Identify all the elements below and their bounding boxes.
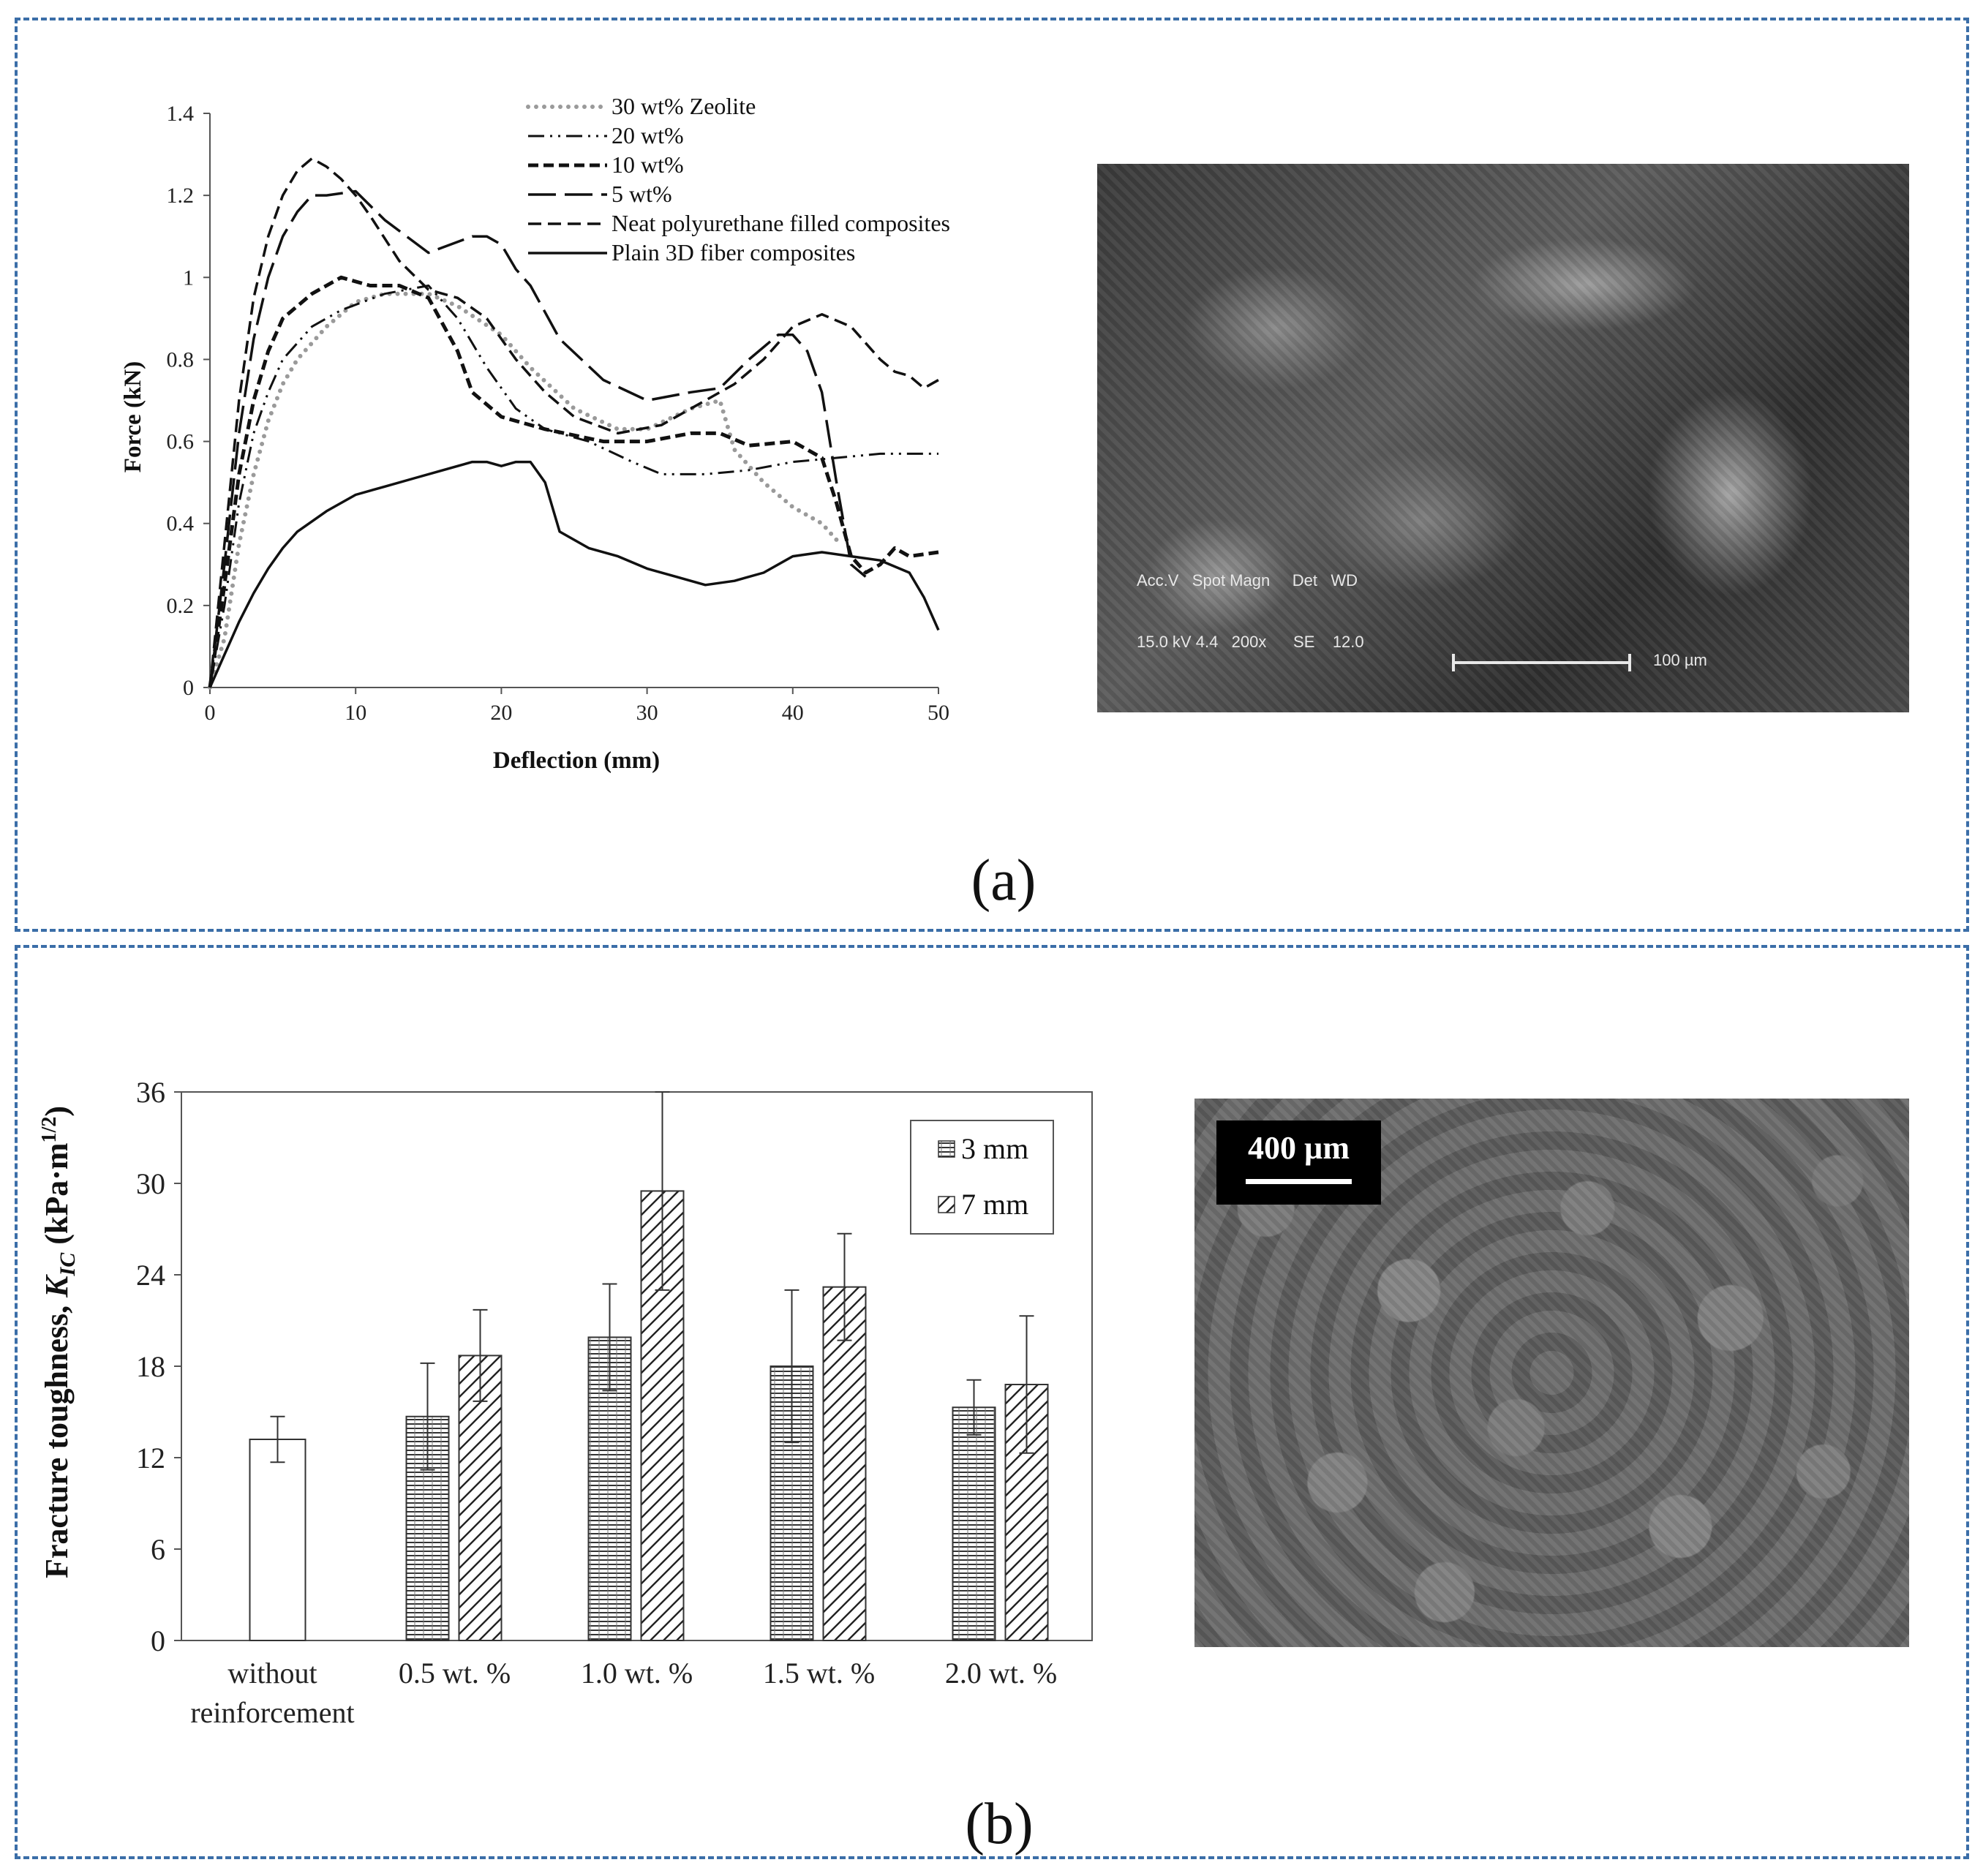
x-tick-line: reinforcement	[190, 1696, 354, 1729]
y-axis-label-b: Fracture toughness, KIC (kPa·m1/2)	[38, 1106, 80, 1578]
panel-b	[15, 945, 1969, 1859]
y-tick-label: 1.2	[167, 184, 195, 208]
legend-label: 10 wt%	[612, 151, 684, 178]
legend-label: Plain 3D fiber composites	[612, 239, 855, 265]
panel-label-b: (b)	[965, 1792, 1033, 1856]
x-tick-label: 0	[205, 701, 216, 725]
x-tick-label: 10	[345, 701, 366, 725]
x-tick-label: without reinforcement	[190, 1657, 354, 1729]
chart-b-legend: 3 mm 7 mm	[910, 1120, 1054, 1235]
legend-swatch	[938, 1196, 955, 1213]
x-tick-label: 50	[927, 701, 949, 725]
y-label-main: Fracture toughness,	[39, 1297, 75, 1578]
scale-label-b: 400 µm	[1247, 1130, 1350, 1166]
panel-a	[15, 18, 1969, 932]
y-label-symbol: K	[39, 1274, 75, 1298]
y-label-close: )	[39, 1106, 75, 1117]
series-line	[208, 460, 940, 688]
series-line	[208, 285, 938, 688]
x-tick-label: 30	[636, 701, 658, 725]
y-tick-label: 30	[136, 1167, 165, 1200]
y-tick-label: 0.2	[167, 594, 195, 618]
x-tick-line: 1.5 wt. %	[763, 1657, 875, 1689]
sem-image-a: Acc.V Spot Magn Det WD 15.0 kV 4.4 200x …	[1097, 164, 1909, 712]
y-tick-label: 0.8	[167, 347, 195, 372]
sem-info-line: Acc.V Spot Magn Det WD	[1137, 571, 1358, 589]
y-tick-label: 18	[136, 1350, 165, 1383]
bar	[822, 1286, 867, 1641]
legend-label: 3 mm	[961, 1132, 1028, 1165]
series-line	[208, 291, 839, 690]
bar	[952, 1406, 996, 1641]
legend-label: Neat polyurethane filled composites	[612, 210, 950, 236]
sem-info-line: 15.0 kV 4.4 200x SE 12.0	[1137, 633, 1364, 651]
y-tick-label: 0.6	[167, 430, 195, 454]
legend-label: 30 wt% Zeolite	[612, 93, 756, 119]
legend-swatch	[938, 1140, 955, 1158]
sem-image-b: 400 µm	[1194, 1099, 1909, 1647]
y-tick-label: 6	[151, 1533, 165, 1566]
y-tick-label: 36	[136, 1076, 165, 1109]
legend-box	[910, 1120, 1054, 1235]
force-deflection-chart: 0 10 20 30 40 50 0 0.2 0.4 0.6 0.8 1 1.2 1.4 30 wt% Z…	[120, 93, 1036, 913]
legend-label: 5 wt%	[612, 181, 672, 207]
x-tick-label: 1.5 wt. %	[763, 1657, 875, 1689]
y-tick-label: 0.4	[167, 512, 195, 536]
chart-a-series	[208, 157, 940, 690]
series-line	[208, 275, 939, 688]
x-tick-line: without	[227, 1657, 317, 1689]
x-tick-label: 2.0 wt. %	[945, 1657, 1057, 1689]
y-tick-label: 12	[136, 1442, 165, 1474]
chart-a-legend: 30 wt% Zeolite 20 wt% 10 wt% 5 wt% Neat poly…	[526, 93, 950, 265]
sem-info-a: Acc.V Spot Magn Det WD 15.0 kV 4.4 200x …	[1137, 530, 1364, 693]
bar-baseline	[249, 1439, 306, 1641]
chart-b-bars	[249, 1091, 1049, 1641]
sem-texture-a	[1097, 164, 1909, 712]
y-label-subscript: IC	[56, 1252, 80, 1277]
scale-bar-a	[1452, 654, 1631, 671]
y-label-unit: (kPa·m	[39, 1142, 75, 1252]
legend-label: 7 mm	[961, 1188, 1028, 1221]
x-tick-label: 0.5 wt. %	[399, 1657, 511, 1689]
y-axis-label: Force (kN)	[120, 361, 146, 472]
bar	[458, 1355, 503, 1641]
x-axis-label: Deflection (mm)	[493, 747, 660, 774]
legend-label: 20 wt%	[612, 122, 684, 148]
scale-label-a: 100 µm	[1653, 651, 1707, 669]
panel-label-a: (a)	[971, 848, 1036, 913]
y-tick-label: 1.4	[167, 102, 195, 126]
chart-a-axes: 0 10 20 30 40 50 0 0.2 0.4 0.6 0.8 1 1.2 1.4	[167, 102, 950, 725]
x-tick-label: 20	[490, 701, 512, 725]
chart-b-axes: 0 6 12 18 24 30 36 without reinforcement 0.5 wt. …	[136, 1076, 1093, 1729]
x-tick-line: 0.5 wt. %	[399, 1657, 511, 1689]
series-line	[208, 189, 867, 688]
x-tick-line: 2.0 wt. %	[945, 1657, 1057, 1689]
x-tick-line: 1.0 wt. %	[581, 1657, 693, 1689]
scale-box-b: 400 µm	[1216, 1120, 1381, 1205]
y-tick-label: 1	[183, 265, 194, 290]
series-line	[208, 157, 939, 688]
scale-bar-b	[1246, 1179, 1352, 1184]
x-tick-label: 1.0 wt. %	[581, 1657, 693, 1689]
y-tick-label: 0	[183, 676, 194, 700]
y-tick-label: 0	[151, 1624, 165, 1657]
y-label-exponent: 1/2	[38, 1117, 61, 1143]
x-tick-label: 40	[782, 701, 804, 725]
y-tick-label: 24	[136, 1259, 165, 1292]
